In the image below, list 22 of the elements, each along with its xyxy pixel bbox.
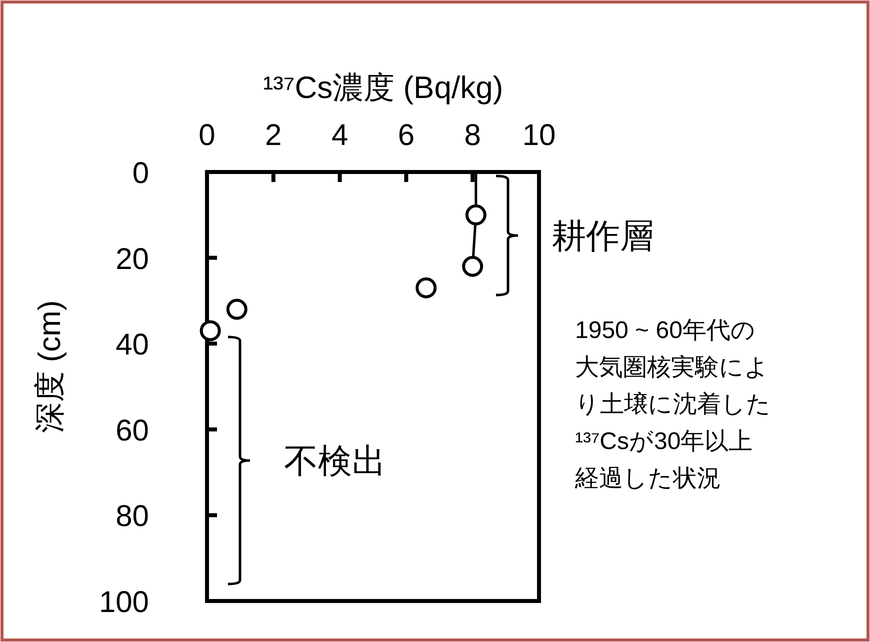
point [226, 298, 248, 320]
y-tick-label: 60 [116, 414, 149, 448]
x-axis-title: ¹³⁷Cs濃度 (Bq/kg) [262, 70, 504, 105]
y-tick-label: 40 [116, 328, 149, 362]
point [416, 277, 437, 298]
y-tick-label: 20 [116, 242, 149, 276]
y-axis-title: 深度 (cm) [32, 300, 67, 433]
x-tick-label: 8 [464, 119, 481, 152]
x-tick-label: 4 [331, 119, 348, 152]
point [200, 320, 221, 342]
y-tick-label: 0 [132, 157, 149, 190]
x-tick-label: 0 [198, 119, 216, 152]
x-tick-label: 2 [265, 119, 282, 152]
y-tick-label: 100 [98, 586, 149, 619]
text: 耕作層 [552, 218, 654, 256]
annotation: 不検出 [284, 442, 386, 480]
text: 1950 ~ 60年代の大気圏核実験により土壌に沈着した¹³⁷Csが30年以上経過した状況 [574, 317, 771, 492]
point [462, 256, 484, 277]
x-tick-label: 10 [522, 119, 556, 152]
point [465, 204, 486, 226]
y-tick-label: 80 [116, 500, 149, 534]
x-tick-label: 6 [398, 119, 415, 152]
